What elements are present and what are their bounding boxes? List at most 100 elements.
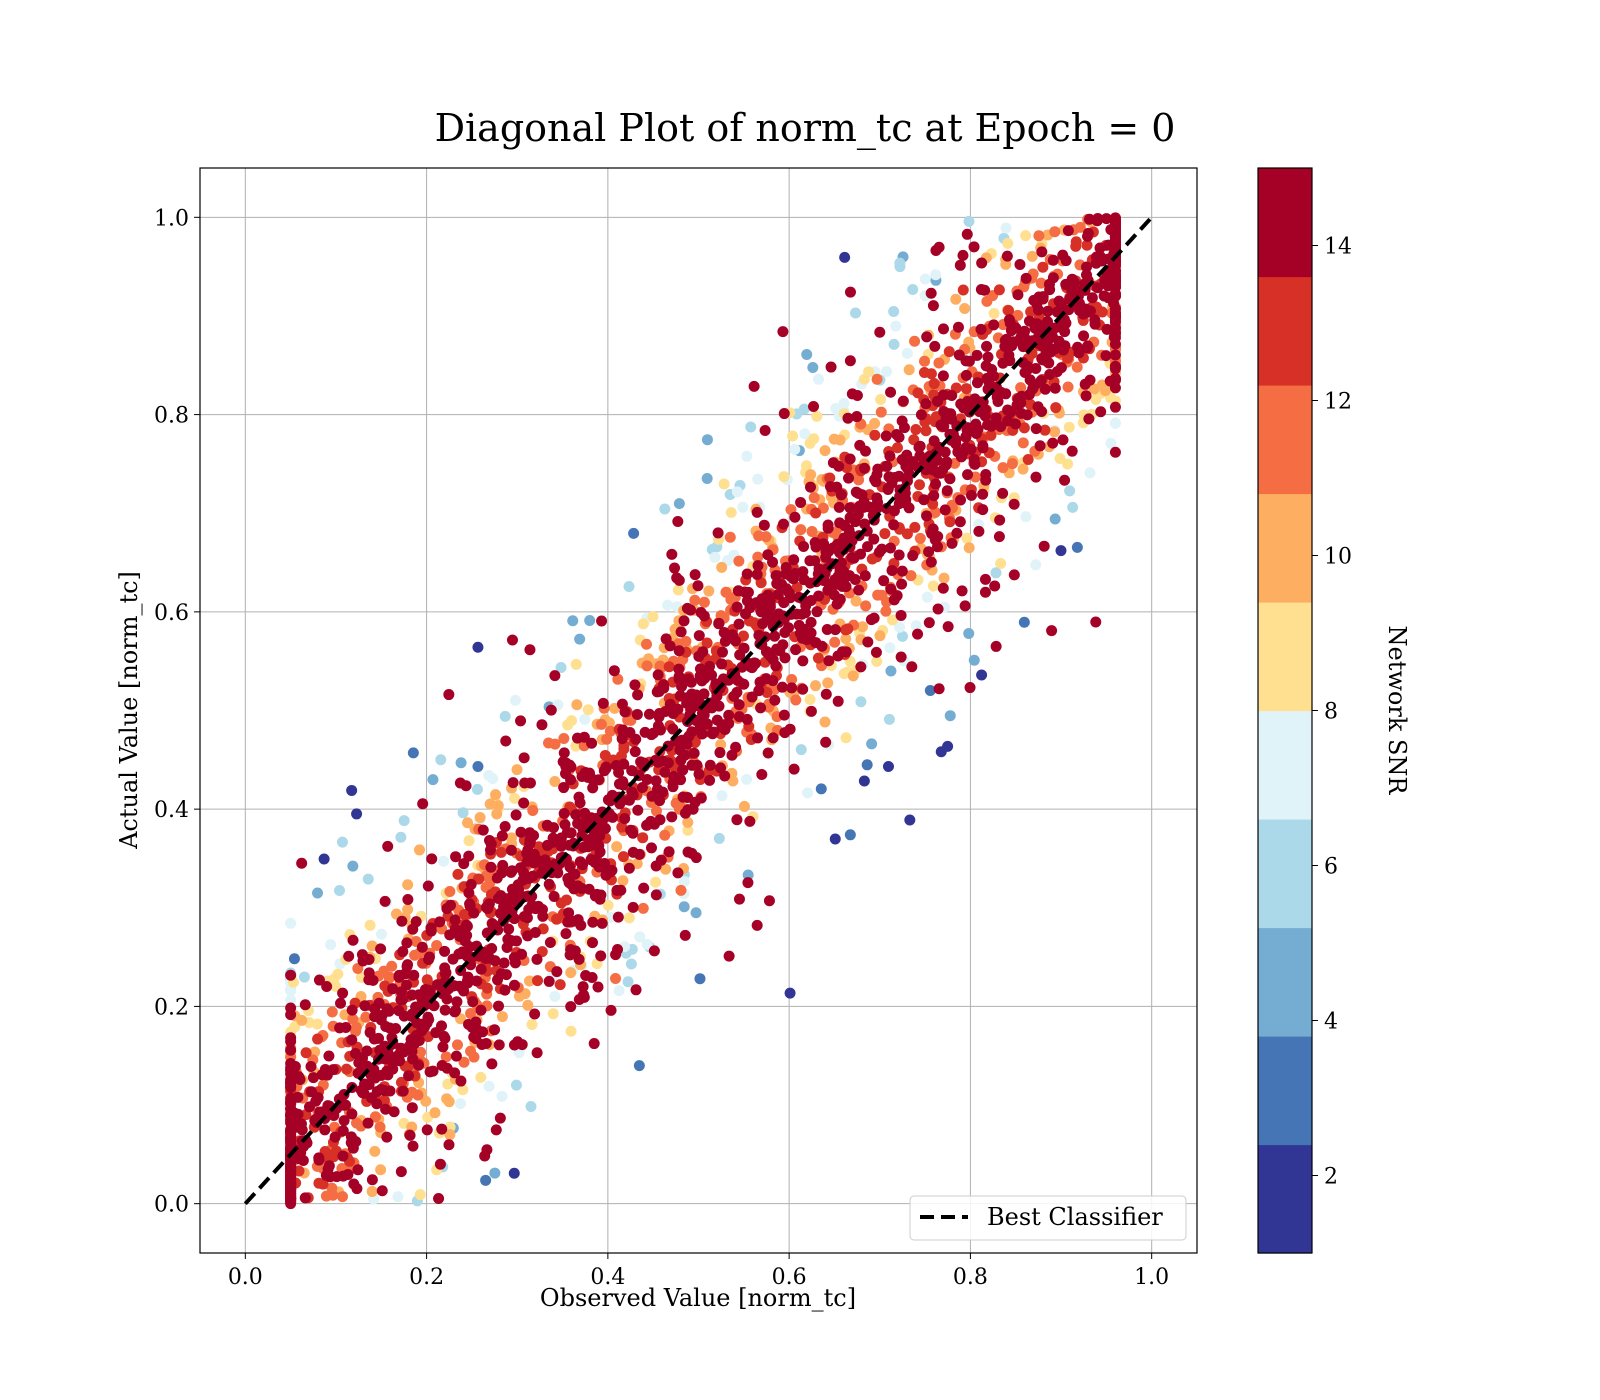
scatter-point (686, 726, 698, 738)
scatter-point (417, 798, 429, 810)
scatter-point (884, 542, 896, 554)
scatter-point (944, 516, 956, 528)
scatter-point (326, 1006, 338, 1018)
colorbar-bin (1258, 819, 1312, 929)
scatter-point (904, 814, 916, 826)
scatter-point (943, 346, 955, 358)
scatter-point (1088, 383, 1100, 395)
scatter-point (673, 574, 685, 586)
colorbar-bin (1258, 1144, 1312, 1254)
scatter-point (547, 832, 559, 844)
scatter-point (285, 1186, 297, 1198)
scatter-point (955, 494, 967, 506)
scatter-point (285, 1080, 297, 1092)
scatter-point (645, 842, 657, 854)
scatter-point (1109, 401, 1121, 413)
scatter-point (525, 1101, 537, 1113)
scatter-point (730, 741, 742, 753)
scatter-point (741, 773, 753, 785)
scatter-point (942, 621, 954, 633)
scatter-point (933, 241, 945, 253)
scatter-point (318, 853, 330, 865)
scatter-point (638, 882, 650, 894)
scatter-point (1012, 393, 1024, 405)
scatter-point (759, 599, 771, 611)
colorbar (1258, 168, 1312, 1254)
scatter-point (524, 644, 536, 656)
scatter-point (999, 334, 1011, 346)
scatter-point (928, 435, 940, 447)
scatter-point (677, 791, 689, 803)
scatter-point (769, 630, 781, 642)
scatter-point (299, 999, 311, 1011)
scatter-point (1090, 616, 1102, 628)
scatter-point (1044, 284, 1056, 296)
scatter-point (731, 814, 743, 826)
scatter-point (1028, 294, 1040, 306)
scatter-point (717, 673, 729, 685)
scatter-point (569, 945, 581, 957)
scatter-point (844, 286, 856, 298)
scatter-point (403, 1070, 415, 1082)
scatter-point (693, 630, 705, 642)
scatter-point (650, 805, 662, 817)
scatter-point (1037, 293, 1049, 305)
scatter-point (472, 641, 484, 653)
scatter-point (802, 787, 814, 799)
scatter-point (767, 556, 779, 568)
scatter-point (997, 487, 1009, 499)
scatter-point (930, 478, 942, 490)
scatter-point (914, 479, 926, 491)
scatter-point (450, 851, 462, 863)
scatter-point (666, 811, 678, 823)
scatter-point (675, 626, 687, 638)
scatter-point (761, 613, 773, 625)
scatter-point (300, 1047, 312, 1059)
scatter-point (440, 1051, 452, 1063)
scatter-point (693, 768, 705, 780)
scatter-point (496, 830, 508, 842)
scatter-point (881, 366, 893, 378)
scatter-point (549, 670, 561, 682)
scatter-point (1064, 485, 1076, 497)
scatter-point (1090, 257, 1102, 269)
scatter-point (880, 430, 892, 442)
scatter-point (554, 979, 566, 991)
scatter-point (1102, 292, 1114, 304)
scatter-point (698, 688, 710, 700)
scatter-point (402, 879, 414, 891)
scatter-point (779, 727, 791, 739)
scatter-point (673, 498, 685, 510)
scatter-point (925, 556, 937, 568)
scatter-point (612, 673, 624, 685)
scatter-point (528, 857, 540, 869)
scatter-point (395, 1076, 407, 1088)
scatter-point (317, 1106, 329, 1118)
scatter-point (551, 966, 563, 978)
scatter-point (870, 646, 882, 658)
scatter-point (555, 897, 567, 909)
scatter-point (426, 853, 438, 865)
scatter-point (932, 603, 944, 615)
scatter-point (921, 510, 933, 522)
scatter-point (1057, 344, 1069, 356)
scatter-point (847, 670, 859, 682)
scatter-point (1049, 426, 1061, 438)
scatter-point (617, 726, 629, 738)
y-tick-label: 0.8 (154, 404, 189, 429)
scatter-point (829, 833, 841, 845)
scatter-point (918, 494, 930, 506)
scatter-point (627, 901, 639, 913)
scatter-point (927, 580, 939, 592)
scatter-point (463, 835, 475, 847)
scatter-point (711, 714, 723, 726)
scatter-point (1105, 437, 1117, 449)
scatter-point (682, 846, 694, 858)
scatter-point (444, 1129, 456, 1141)
scatter-point (508, 1167, 520, 1179)
scatter-point (515, 862, 527, 874)
scatter-point (963, 627, 975, 639)
scatter-point (692, 580, 704, 592)
scatter-point (977, 442, 989, 454)
scatter-point (779, 652, 791, 664)
